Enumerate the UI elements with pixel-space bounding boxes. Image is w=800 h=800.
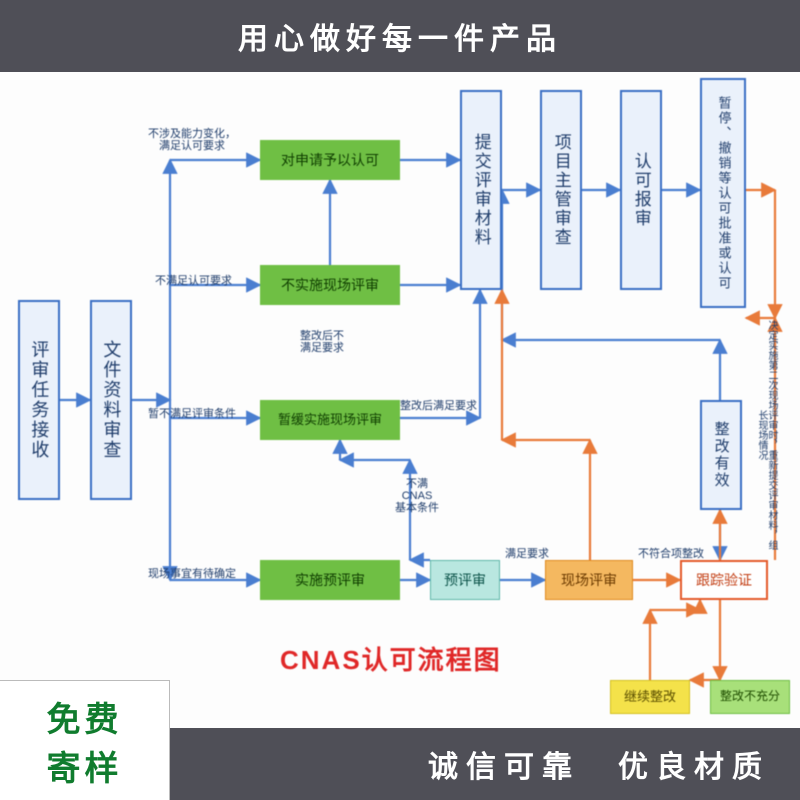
free-sample-badge: 免费 寄样	[0, 680, 170, 800]
edge-label: 现场事宜有待确定	[148, 568, 236, 580]
edge-label: 整改后满足要求	[400, 400, 477, 412]
flow-node-n_pause: 暂缓实施现场评审	[260, 400, 400, 440]
top-banner-text: 用心做好每一件产品	[238, 14, 562, 58]
bottom-banner: 诚信可靠 优良材质	[170, 728, 800, 800]
flow-node-n_final: 暂停、撤销等认可批准或认可	[700, 78, 746, 308]
flow-node-n_cont: 继续整改	[610, 680, 690, 714]
flow-node-n_nosite: 不实施现场评审	[260, 265, 400, 305]
edge-label: 不满 CNAS 基本条件	[395, 478, 439, 514]
flow-node-n_recv: 评审任务接收	[18, 300, 60, 500]
edge-label: 不涉及能力变化， 满足认可要求	[148, 128, 236, 152]
flow-node-n_doc: 文件资料审查	[90, 300, 132, 500]
badge-line1: 免费	[47, 692, 123, 741]
edge-label: 不满足认可要求	[155, 275, 232, 287]
flow-node-n_track: 跟踪验证	[680, 560, 768, 600]
edge-label: 不符合项整改	[638, 548, 704, 560]
flow-node-n_submit: 提交评审材料	[460, 90, 502, 290]
flow-node-n_approve: 对申请予以认可	[260, 140, 400, 180]
top-banner: 用心做好每一件产品	[0, 0, 800, 72]
edge-label: 整改后不 满足要求	[300, 330, 344, 354]
badge-line2: 寄样	[47, 741, 123, 790]
diagram-title: CNAS认可流程图	[280, 640, 502, 677]
flow-node-n_fail: 整改不充分	[710, 680, 790, 714]
edge-label: 决定实施第二次现场评审时，重新提交评审材料，组长现场情况	[756, 320, 776, 550]
edge-label: 满足要求	[505, 548, 549, 560]
bottom-banner-text: 诚信可靠 优良材质	[428, 742, 770, 786]
flow-node-n_site: 现场评审	[545, 560, 633, 600]
flow-node-n_rect: 整改有效	[700, 400, 742, 510]
flow-node-n_report: 认可报审	[620, 90, 662, 290]
flow-node-n_pre: 预评审	[430, 560, 500, 600]
flow-node-n_preimpl: 实施预评审	[260, 560, 400, 600]
flow-node-n_proj: 项目主管审查	[540, 90, 582, 290]
edge-label: 暂不满足评审条件	[148, 408, 236, 420]
